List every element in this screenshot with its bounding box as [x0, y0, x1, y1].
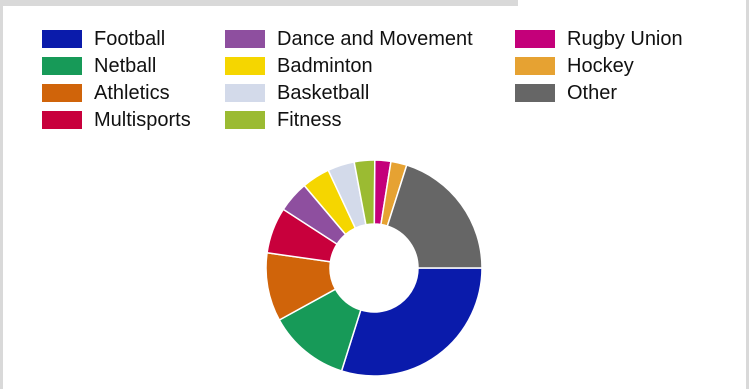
legend-label-fitness: Fitness: [277, 108, 342, 131]
legend-swatch-fitness: [225, 111, 265, 129]
legend-item-fitness: Fitness: [225, 109, 341, 131]
legend-label-other: Other: [567, 81, 618, 104]
legend-label-netball: Netball: [94, 54, 157, 77]
legend-item-other: Other: [515, 82, 617, 104]
legend-swatch-other: [515, 84, 555, 102]
chart-legend: Football Netball Athletics Multisports D…: [42, 28, 722, 136]
legend-label-basketball: Basketball: [277, 81, 370, 104]
legend-label-football: Football: [94, 27, 166, 50]
legend-swatch-dance-and-movement: [225, 30, 265, 48]
legend-label-hockey: Hockey: [567, 54, 634, 77]
legend-item-badminton: Badminton: [225, 55, 373, 77]
legend-swatch-hockey: [515, 57, 555, 75]
legend-label-dance-and-movement: Dance and Movement: [277, 27, 473, 50]
legend-item-football: Football: [42, 28, 165, 50]
legend-item-multisports: Multisports: [42, 109, 191, 131]
legend-item-hockey: Hockey: [515, 55, 634, 77]
legend-item-athletics: Athletics: [42, 82, 170, 104]
legend-label-rugby-union: Rugby Union: [567, 27, 683, 50]
legend-label-multisports: Multisports: [94, 108, 191, 131]
legend-item-basketball: Basketball: [225, 82, 369, 104]
legend-swatch-rugby-union: [515, 30, 555, 48]
legend-item-netball: Netball: [42, 55, 156, 77]
legend-item-dance-and-movement: Dance and Movement: [225, 28, 473, 50]
legend-label-athletics: Athletics: [94, 81, 170, 104]
legend-item-rugby-union: Rugby Union: [515, 28, 683, 50]
legend-swatch-football: [42, 30, 82, 48]
top-divider: [0, 0, 518, 6]
donut-slice-football[interactable]: [340, 267, 483, 377]
legend-swatch-basketball: [225, 84, 265, 102]
legend-swatch-badminton: [225, 57, 265, 75]
donut-slice-other[interactable]: [386, 164, 483, 269]
legend-swatch-netball: [42, 57, 82, 75]
legend-swatch-multisports: [42, 111, 82, 129]
legend-swatch-athletics: [42, 84, 82, 102]
legend-label-badminton: Badminton: [277, 54, 373, 77]
